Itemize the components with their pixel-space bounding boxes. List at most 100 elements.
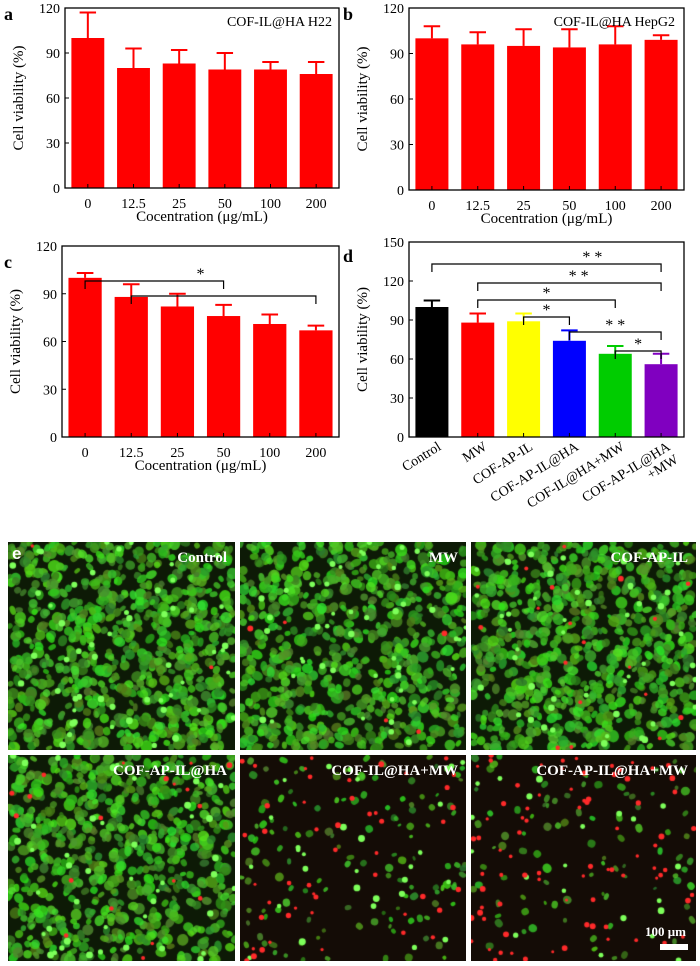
micrograph-label: MW [428, 550, 458, 566]
significance-label: * [543, 302, 551, 319]
bar [415, 307, 449, 437]
x-tick-label: COF-AP-IL@HA+MW [580, 439, 682, 518]
y-tick-label: 120 [39, 2, 60, 17]
significance-bracket [568, 331, 662, 340]
x-tick-label: 0 [82, 446, 89, 461]
bar [415, 38, 449, 191]
micrograph-label: Control [177, 550, 227, 566]
scale-bar-label: 100 μm [645, 924, 686, 939]
micrograph-label: COF-AP-IL@HA+MW [536, 763, 688, 779]
bar [552, 47, 586, 190]
y-tick-label: 30 [390, 139, 404, 154]
x-axis-label: Cocentration (μg/mL) [481, 211, 613, 227]
significance-label: * * [605, 317, 625, 334]
significance-bracket [477, 299, 616, 308]
x-tick-label: 200 [651, 199, 672, 214]
y-tick-label: 90 [390, 48, 404, 63]
scale-bar [660, 944, 688, 950]
y-tick-label: 0 [50, 431, 57, 446]
chart-panel-c: 0 30 60 90 120 0 12.5 25 50 100 200 Cocentration (μ… [4, 240, 340, 474]
bar [208, 69, 242, 188]
y-axis-label: Cell viability (%) [11, 46, 27, 151]
significance-bracket [522, 316, 571, 325]
fluorescence-image [240, 542, 466, 750]
y-tick-label: 30 [46, 137, 60, 152]
significance-bracket [130, 295, 317, 304]
x-tick-label: 200 [306, 197, 327, 212]
bar [552, 340, 586, 437]
y-tick-label: 120 [383, 2, 404, 17]
y-tick-label: 60 [390, 93, 404, 108]
x-tick-label: 200 [305, 446, 326, 461]
x-tick-label: 25 [172, 197, 186, 212]
y-tick-label: 0 [53, 182, 60, 197]
bar [253, 323, 287, 437]
x-tick-label: 100 [260, 197, 281, 212]
micrograph-label: COF-AP-IL@HA [113, 763, 227, 779]
y-tick-label: 120 [383, 275, 404, 290]
micrograph-panel: COF-AP-IL [471, 542, 696, 750]
significance-label: * [197, 266, 205, 283]
y-tick-label: 120 [36, 240, 57, 255]
bar [114, 296, 148, 437]
x-tick-label: 50 [218, 197, 232, 212]
bar [598, 353, 632, 437]
bar [206, 316, 241, 437]
plot-frame [408, 241, 685, 438]
bar [507, 45, 541, 190]
bar [644, 364, 678, 437]
fluorescence-image [8, 542, 235, 750]
fluorescence-image [240, 755, 466, 961]
x-tick-label: 0 [84, 197, 91, 212]
y-tick-label: 60 [46, 92, 60, 107]
fluorescence-image [8, 755, 235, 961]
x-axis-label: Cocentration (μg/mL) [136, 209, 268, 225]
x-tick-label: 50 [562, 199, 576, 214]
significance-bracket [431, 263, 662, 272]
y-axis-label: Cell viability (%) [355, 287, 371, 392]
micrograph-panel: COF-AP-IL@HA [8, 755, 235, 961]
y-tick-label: 0 [397, 184, 404, 199]
bar [598, 44, 632, 191]
significance-label: * * [569, 268, 589, 285]
micrograph-label: COF-IL@HA+MW [331, 763, 458, 779]
x-tick-label: MW [460, 439, 490, 466]
x-tick-label: 100 [259, 446, 280, 461]
panel-letter: e [12, 544, 22, 563]
bar [299, 330, 333, 437]
bar [68, 277, 102, 437]
chart-title: COF-IL@HA H22 [227, 15, 332, 30]
bar [71, 38, 105, 188]
bar [117, 68, 150, 188]
significance-label: * [634, 336, 642, 353]
x-tick-label: 12.5 [466, 199, 491, 214]
bar [254, 69, 287, 188]
significance-label: * [543, 285, 551, 302]
micrograph-panel: COF-IL@HA+MW [240, 755, 466, 961]
plot-frame [64, 7, 340, 189]
y-tick-label: 90 [390, 314, 404, 329]
y-axis-label: Cell viability (%) [8, 289, 24, 394]
y-tick-label: 30 [43, 383, 57, 398]
y-tick-label: 60 [390, 353, 404, 368]
x-tick-label: 12.5 [119, 446, 144, 461]
x-tick-label: 12.5 [121, 197, 146, 212]
fluorescence-image [471, 542, 696, 750]
bar [644, 39, 678, 190]
y-tick-label: 90 [46, 47, 60, 62]
y-tick-label: 30 [390, 392, 404, 407]
micrograph-panel: Control [8, 542, 235, 750]
charts-figure: 0 30 60 90 120 0 12.5 25 50 100 200 Cocentration (μ… [4, 2, 685, 518]
bar [461, 44, 495, 191]
plot-frame [408, 7, 685, 191]
micrograph-panel: COF-AP-IL@HA+MW [471, 755, 696, 961]
x-tick-label: 100 [605, 199, 626, 214]
x-tick-label: 25 [517, 199, 531, 214]
x-tick-label: Control [400, 440, 444, 475]
panel-letter: a [4, 4, 13, 24]
y-tick-label: 0 [397, 431, 404, 446]
significance-bracket [84, 280, 225, 289]
significance-label: * * [582, 249, 602, 266]
significance-bracket [477, 282, 662, 291]
